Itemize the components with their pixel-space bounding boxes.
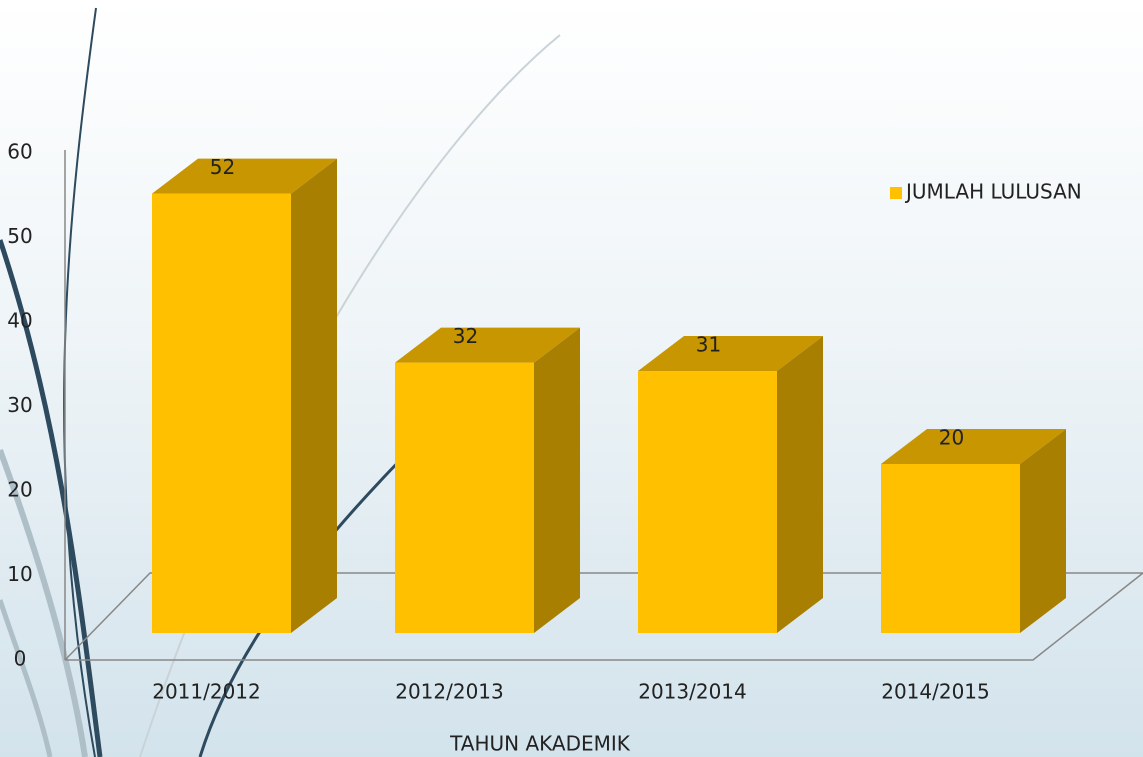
x-tick-label: 2014/2015 (881, 680, 990, 704)
data-label: 32 (453, 324, 478, 348)
bar-top (881, 429, 1066, 464)
legend-label: JUMLAH LULUSAN (904, 180, 1082, 204)
x-tick-label: 2012/2013 (395, 680, 504, 704)
bar-top (638, 336, 823, 372)
bar-top (395, 327, 580, 363)
bar (638, 371, 777, 633)
y-tick-label: 20 (7, 478, 32, 502)
bar (881, 464, 1020, 633)
y-tick-label: 0 (14, 647, 27, 671)
bar-top (152, 158, 337, 194)
y-tick-label: 60 (7, 140, 32, 164)
bar-side (1020, 429, 1066, 633)
data-label: 31 (696, 333, 721, 357)
bar (152, 193, 291, 633)
x-tick-label: 2011/2012 (152, 680, 261, 704)
y-tick-label: 40 (7, 309, 32, 333)
data-label: 52 (210, 155, 235, 179)
x-axis-title: TAHUN AKADEMIK (449, 732, 631, 756)
bar-side (291, 158, 337, 633)
y-tick-label: 10 (7, 562, 32, 586)
bar-side (534, 327, 580, 633)
y-tick-label: 30 (7, 393, 32, 417)
plot-walls (64, 150, 1143, 661)
x-tick-label: 2013/2014 (638, 680, 747, 704)
data-label: 20 (939, 426, 964, 450)
bar-side (777, 336, 823, 633)
bar (395, 362, 534, 633)
legend-swatch (890, 187, 902, 199)
y-tick-label: 50 (7, 224, 32, 248)
